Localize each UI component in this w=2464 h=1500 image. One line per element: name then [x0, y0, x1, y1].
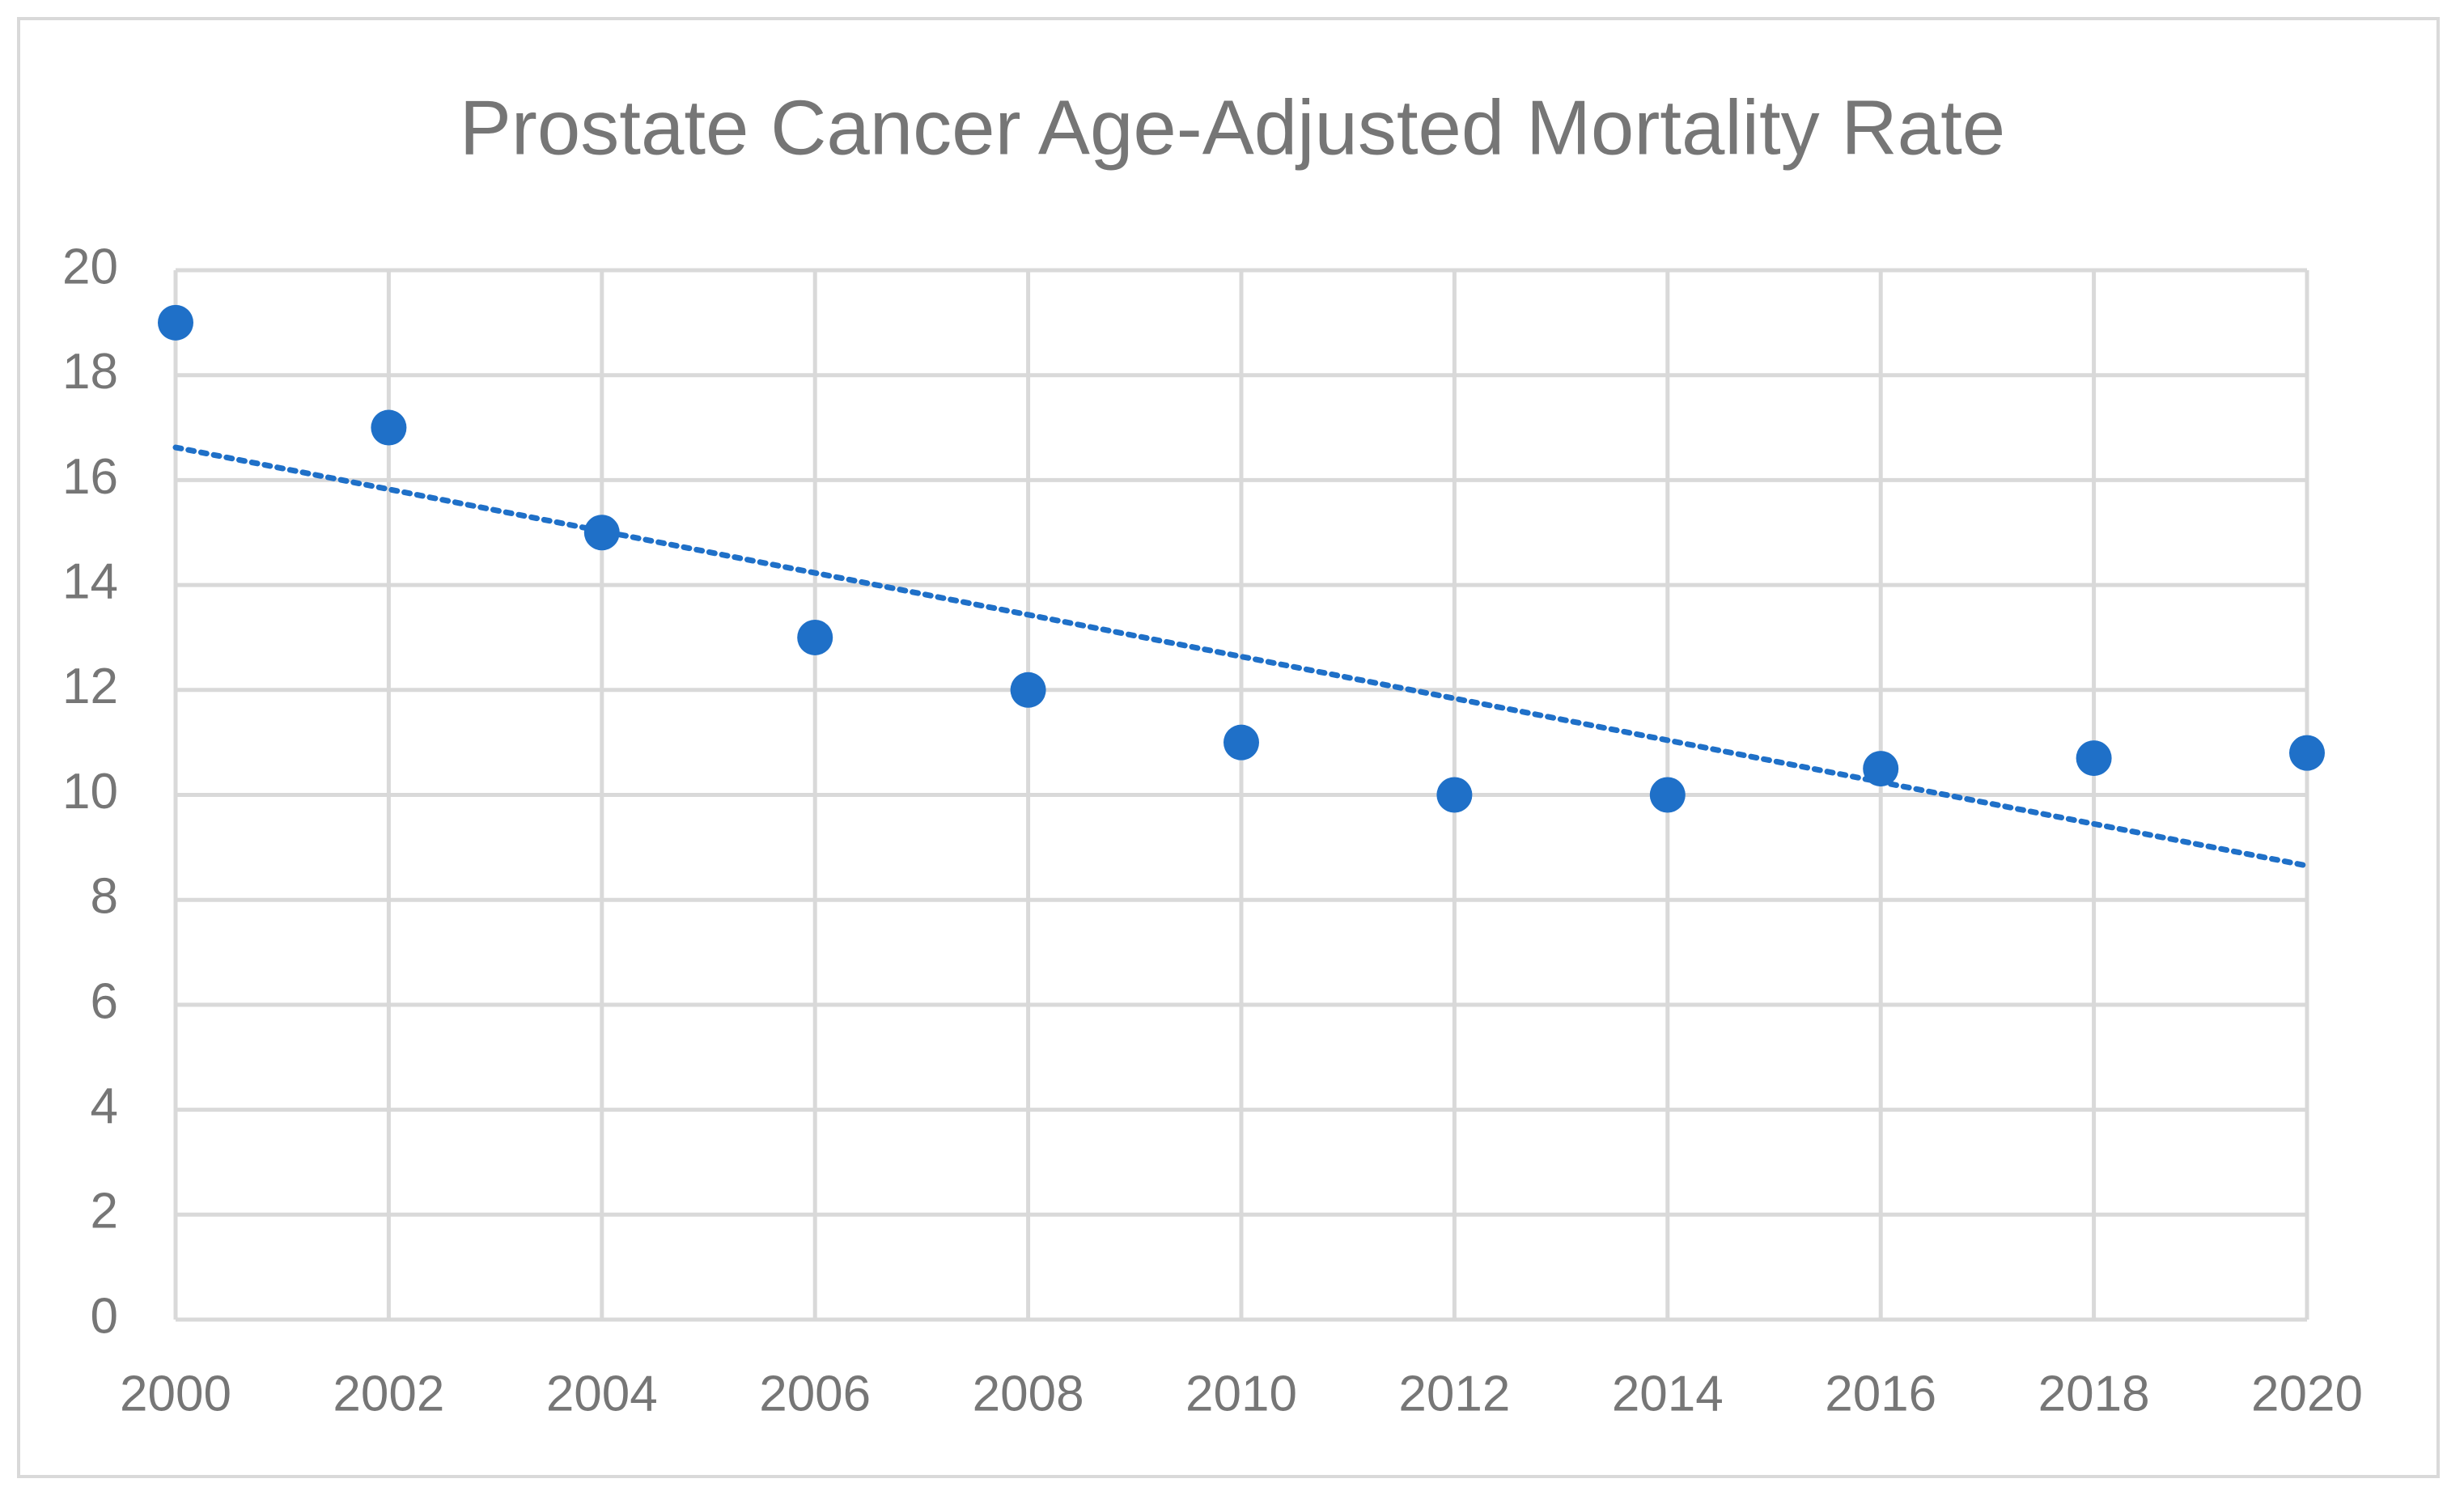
data-point [797, 619, 833, 655]
chart-title: Prostate Cancer Age-Adjusted Mortality R… [460, 84, 2005, 171]
data-point [1436, 777, 1473, 813]
y-tick-label: 8 [91, 869, 118, 925]
data-point [583, 515, 620, 551]
data-point [371, 409, 407, 446]
y-tick-label: 14 [62, 553, 118, 609]
x-tick-label: 2014 [1612, 1366, 1724, 1422]
x-tick-label: 2010 [1185, 1366, 1297, 1422]
x-tick-label: 2006 [759, 1366, 871, 1422]
y-tick-label: 20 [62, 239, 118, 294]
y-tick-label: 0 [91, 1288, 118, 1344]
y-tick-label: 12 [62, 659, 118, 714]
y-tick-label: 10 [62, 764, 118, 820]
data-point [1010, 672, 1046, 708]
x-tick-label: 2008 [973, 1366, 1084, 1422]
y-tick-label: 2 [91, 1184, 118, 1239]
x-tick-label: 2012 [1398, 1366, 1510, 1422]
y-tick-label: 18 [62, 344, 118, 400]
x-tick-label: 2020 [2251, 1366, 2363, 1422]
y-tick-label: 6 [91, 973, 118, 1029]
y-tick-label: 16 [62, 449, 118, 505]
data-point [1649, 777, 1686, 813]
x-tick-label: 2000 [120, 1366, 231, 1422]
x-tick-label: 2004 [546, 1366, 658, 1422]
x-tick-label: 2018 [2038, 1366, 2150, 1422]
y-tick-label: 4 [91, 1078, 118, 1134]
trendline [172, 444, 2310, 869]
data-point [1863, 751, 1899, 787]
x-tick-label: 2002 [333, 1366, 444, 1422]
x-tick-label: 2016 [1825, 1366, 1936, 1422]
data-point [2076, 740, 2112, 777]
data-point [158, 304, 193, 341]
data-point [2289, 735, 2325, 771]
data-point [1224, 724, 1259, 761]
